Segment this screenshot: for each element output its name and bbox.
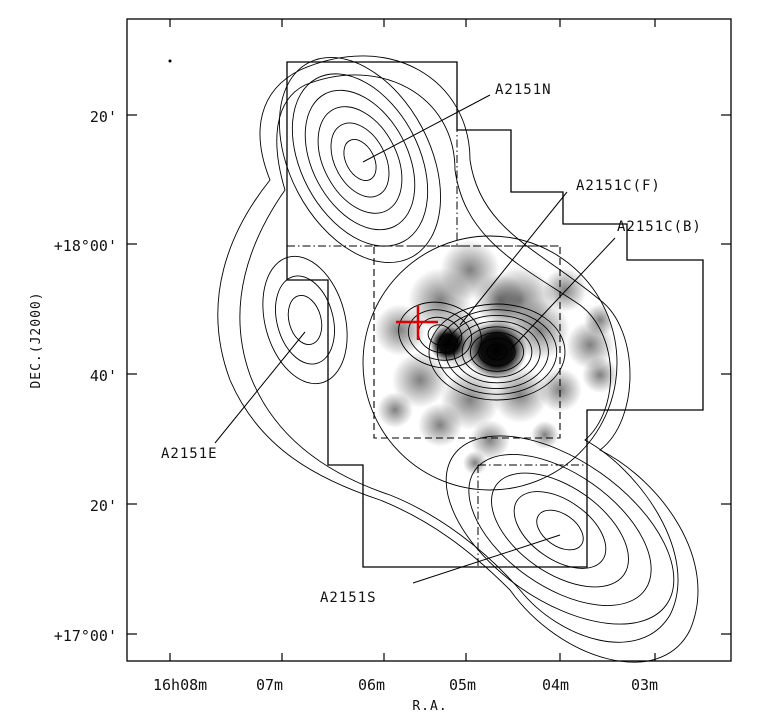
xray-blob [377, 392, 413, 428]
x-tick-labels: 16h08m 07m 06m 05m 04m 03m [153, 676, 658, 694]
region-label-a2151cf: A2151C(F) [576, 178, 661, 194]
contour-level-a2151cb [453, 320, 541, 384]
xray-blob [474, 274, 526, 326]
y-ticks [127, 114, 731, 635]
field-outline [286, 61, 704, 568]
x-tick-label: 06m [358, 676, 385, 694]
x-tick-label: 16h08m [153, 676, 207, 694]
leader-lines [214, 94, 616, 584]
contour-level-a2151s [491, 472, 629, 588]
y-tick-labels: 20' +18°00' 40' 20' +17°00' [54, 108, 117, 645]
plot-frame [126, 18, 732, 662]
contour-level-a2151e [275, 275, 335, 365]
contour-envelope [217, 55, 699, 663]
contour-level-a2151e [262, 255, 348, 385]
contour-level-a2151cb [469, 332, 525, 372]
xray-image [374, 240, 617, 475]
contour-level-a2151n [343, 139, 377, 181]
xray-blob [392, 352, 448, 408]
xray-boundary [362, 235, 618, 491]
y-tick-label: 20' [90, 497, 117, 515]
xray-blob [418, 403, 462, 447]
xray-blob [463, 451, 487, 475]
contour-level-a2151s [468, 454, 652, 606]
y-tick-label: +18°00' [54, 237, 117, 255]
xray-blob [531, 421, 559, 449]
xray-core [430, 326, 466, 362]
x-tick-label: 07m [256, 676, 283, 694]
xray-blob [582, 357, 617, 393]
region-label-a2151e: A2151E [161, 446, 218, 462]
xray-blob [470, 420, 510, 460]
contour-level-a2151cb [486, 343, 508, 361]
xray-blob [374, 304, 426, 356]
x-axis-label: R.A. [412, 699, 447, 714]
contour-level-a2151n [317, 106, 403, 214]
contour-level-a2151n [291, 73, 429, 247]
y-tick-label: 20' [90, 108, 117, 126]
region-label-a2151n: A2151N [495, 82, 552, 98]
x-tick-label: 05m [449, 676, 476, 694]
region-labels: A2151N A2151C(F) A2151C(B) A2151E A2151S [161, 82, 702, 606]
region-label-a2151cb: A2151C(B) [617, 219, 702, 235]
contour-level-a2151s [513, 491, 607, 569]
contour-envelope [239, 74, 679, 643]
region-label-a2151s: A2151S [320, 590, 377, 606]
stray-dot [168, 59, 172, 63]
x-tick-label: 03m [631, 676, 658, 694]
xray-blob [584, 304, 616, 336]
contour-level-a2151cf [398, 301, 482, 369]
contour-level-a2151cb [461, 326, 533, 378]
contour-level-a2151cf [407, 309, 473, 361]
red-cross-marker [396, 305, 438, 340]
contour-level-a2151s [536, 509, 584, 551]
contour-level-a2151n [304, 89, 416, 231]
y-tick-label: +17°00' [54, 627, 117, 645]
contour-level-a2151cb [428, 303, 566, 401]
contour-layer [217, 55, 699, 663]
x-ticks [169, 19, 656, 661]
contour-level-a2151n [279, 57, 441, 263]
xray-blob [492, 367, 548, 423]
y-tick-label: 40' [90, 367, 117, 385]
y-axis-label: DEC.(J2000) [29, 291, 44, 388]
xray-core [467, 320, 527, 380]
contour-level-a2151e [287, 295, 323, 345]
contour-level-a2151n [330, 122, 390, 198]
contour-level-a2151cb [445, 314, 549, 390]
contour-level-a2151s [445, 435, 675, 625]
contour-level-a2151cb [478, 337, 516, 367]
contour-level-a2151cf [427, 324, 453, 346]
dashed-box [373, 245, 561, 439]
x-tick-label: 04m [542, 676, 569, 694]
